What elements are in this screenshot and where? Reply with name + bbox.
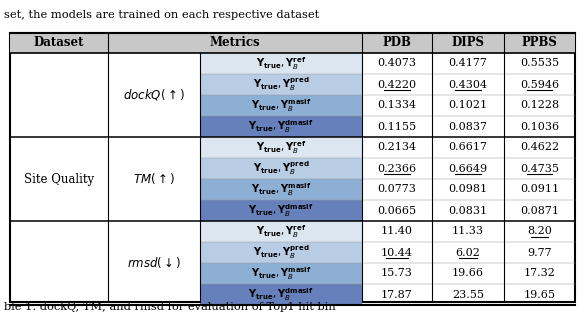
Text: 11.33: 11.33 (452, 227, 484, 236)
Text: $\mathbf{Y}_{\mathbf{true}},\mathbf{Y}_{B}^{\mathbf{dmasif}}$: $\mathbf{Y}_{\mathbf{true}},\mathbf{Y}_{… (248, 286, 314, 303)
Bar (200, 95, 362, 116)
Text: PPBS: PPBS (522, 37, 558, 50)
Bar (10, 33, 575, 53)
Text: 15.73: 15.73 (381, 269, 413, 278)
Text: 19.66: 19.66 (452, 269, 484, 278)
Text: $\mathbf{Y}_{\mathbf{true}},\mathbf{Y}_{B}^{\mathbf{masif}}$: $\mathbf{Y}_{\mathbf{true}},\mathbf{Y}_{… (251, 181, 311, 198)
Text: $\mathbf{Y}_{\mathbf{true}},\mathbf{Y}_{B}^{\mathbf{ref}}$: $\mathbf{Y}_{\mathbf{true}},\mathbf{Y}_{… (256, 223, 306, 240)
Text: 8.20: 8.20 (527, 227, 552, 236)
Bar (10, 33, 575, 302)
Bar (200, 137, 362, 158)
Text: 23.55: 23.55 (452, 289, 484, 300)
Text: 17.32: 17.32 (524, 269, 555, 278)
Text: Site Quality: Site Quality (24, 172, 94, 185)
Text: 9.77: 9.77 (527, 247, 552, 258)
Text: 0.0665: 0.0665 (377, 205, 416, 215)
Text: 0.0837: 0.0837 (449, 122, 488, 131)
Text: 19.65: 19.65 (523, 289, 555, 300)
Bar (200, 116, 362, 137)
Text: $\mathbf{Y}_{\mathbf{true}},\mathbf{Y}_{B}^{\mathbf{ref}}$: $\mathbf{Y}_{\mathbf{true}},\mathbf{Y}_{… (256, 55, 306, 72)
Text: Metrics: Metrics (210, 37, 260, 50)
Text: 0.1334: 0.1334 (377, 100, 416, 111)
Text: 0.4220: 0.4220 (377, 80, 416, 90)
Text: 0.1228: 0.1228 (520, 100, 559, 111)
Text: 0.0981: 0.0981 (449, 185, 488, 195)
Text: $dockQ$$(\uparrow)$: $dockQ$$(\uparrow)$ (123, 87, 185, 102)
Text: 0.5535: 0.5535 (520, 58, 559, 68)
Text: 0.4622: 0.4622 (520, 142, 559, 153)
Text: DIPS: DIPS (451, 37, 485, 50)
Text: 0.2134: 0.2134 (377, 142, 416, 153)
Text: 0.0871: 0.0871 (520, 205, 559, 215)
Text: $\mathbf{Y}_{\mathbf{true}},\mathbf{Y}_{B}^{\mathbf{masif}}$: $\mathbf{Y}_{\mathbf{true}},\mathbf{Y}_{… (251, 97, 311, 114)
Bar (200, 200, 362, 221)
Text: 0.0773: 0.0773 (378, 185, 416, 195)
Text: 0.0831: 0.0831 (449, 205, 488, 215)
Bar (200, 221, 362, 242)
Text: $\mathbf{Y}_{\mathbf{true}},\mathbf{Y}_{B}^{\mathbf{ref}}$: $\mathbf{Y}_{\mathbf{true}},\mathbf{Y}_{… (256, 139, 306, 156)
Text: $\mathbf{Y}_{\mathbf{true}},\mathbf{Y}_{B}^{\mathbf{pred}}$: $\mathbf{Y}_{\mathbf{true}},\mathbf{Y}_{… (253, 159, 310, 177)
Bar (200, 284, 362, 305)
Text: 17.87: 17.87 (381, 289, 413, 300)
Text: 6.02: 6.02 (456, 247, 481, 258)
Text: set, the models are trained on each respective dataset: set, the models are trained on each resp… (4, 10, 319, 20)
Bar (200, 263, 362, 284)
Text: Dataset: Dataset (34, 37, 84, 50)
Text: ble 1. dockQ, TM, and rmsd for evaluation of Top1 hit bin: ble 1. dockQ, TM, and rmsd for evaluatio… (4, 302, 336, 312)
Text: $\mathbf{Y}_{\mathbf{true}},\mathbf{Y}_{B}^{\mathbf{masif}}$: $\mathbf{Y}_{\mathbf{true}},\mathbf{Y}_{… (251, 265, 311, 282)
Text: $\mathbf{Y}_{\mathbf{true}},\mathbf{Y}_{B}^{\mathbf{dmasif}}$: $\mathbf{Y}_{\mathbf{true}},\mathbf{Y}_{… (248, 118, 314, 135)
Text: $\mathbf{Y}_{\mathbf{true}},\mathbf{Y}_{B}^{\mathbf{pred}}$: $\mathbf{Y}_{\mathbf{true}},\mathbf{Y}_{… (253, 76, 310, 94)
Text: 0.4735: 0.4735 (520, 164, 559, 173)
Text: PDB: PDB (383, 37, 412, 50)
Text: 0.4304: 0.4304 (449, 80, 488, 90)
Text: 11.40: 11.40 (381, 227, 413, 236)
Text: $\mathbf{Y}_{\mathbf{true}},\mathbf{Y}_{B}^{\mathbf{pred}}$: $\mathbf{Y}_{\mathbf{true}},\mathbf{Y}_{… (253, 244, 310, 261)
Bar (200, 53, 362, 74)
Text: 0.4073: 0.4073 (377, 58, 416, 68)
Text: $\mathbf{Y}_{\mathbf{true}},\mathbf{Y}_{B}^{\mathbf{dmasif}}$: $\mathbf{Y}_{\mathbf{true}},\mathbf{Y}_{… (248, 202, 314, 219)
Text: $TM$$(\uparrow)$: $TM$$(\uparrow)$ (133, 171, 175, 186)
Text: 0.6617: 0.6617 (449, 142, 488, 153)
Bar (200, 158, 362, 179)
Text: 0.1155: 0.1155 (377, 122, 416, 131)
Text: 0.5946: 0.5946 (520, 80, 559, 90)
Text: $rmsd$$(\downarrow)$: $rmsd$$(\downarrow)$ (127, 256, 181, 271)
Text: 0.6649: 0.6649 (449, 164, 488, 173)
Text: 0.1036: 0.1036 (520, 122, 559, 131)
Text: 0.2366: 0.2366 (377, 164, 416, 173)
Bar (200, 242, 362, 263)
Text: 10.44: 10.44 (381, 247, 413, 258)
Bar (200, 179, 362, 200)
Bar (200, 74, 362, 95)
Text: 0.0911: 0.0911 (520, 185, 559, 195)
Text: 0.1021: 0.1021 (449, 100, 488, 111)
Text: 0.4177: 0.4177 (449, 58, 488, 68)
